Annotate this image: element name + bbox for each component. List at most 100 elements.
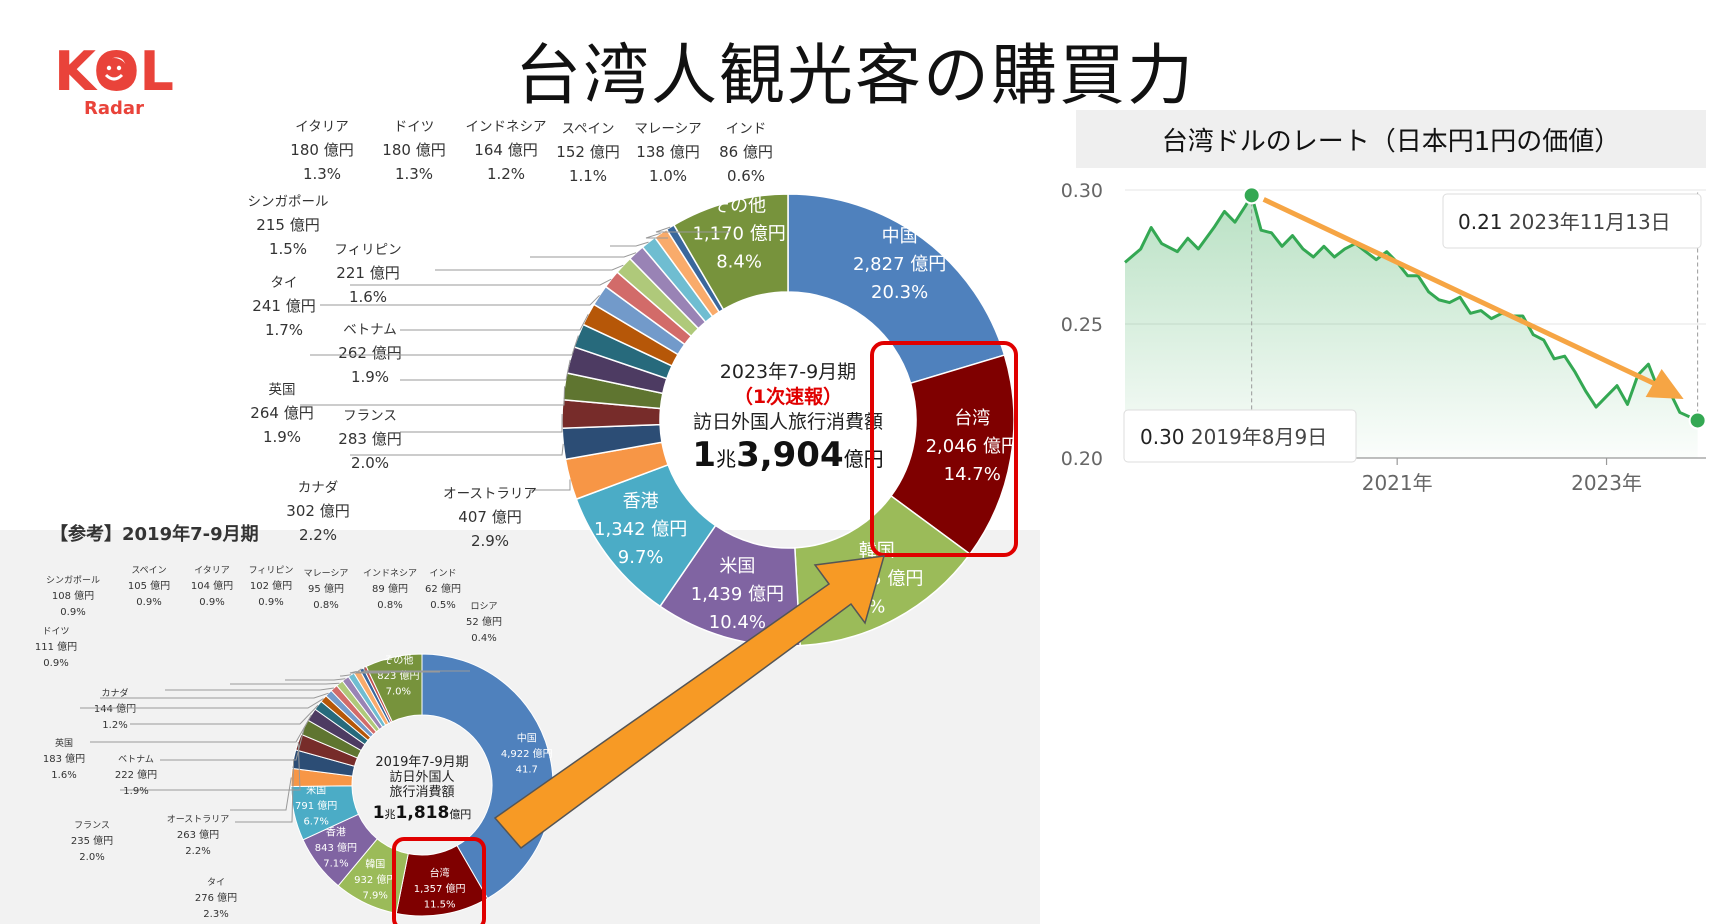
slice-amount-label: 262 億円 xyxy=(338,344,401,362)
slice-amount-label: 180 億円 xyxy=(382,141,445,159)
slice-amount-label: 164 億円 xyxy=(474,141,537,159)
slice-amount-label: 1,439 億円 xyxy=(691,584,784,605)
slice-name-label: 台湾 xyxy=(430,867,450,880)
slice-amount-label: 86 億円 xyxy=(719,143,773,161)
center-label: 訪日外国人旅行消費額 xyxy=(693,411,883,433)
leader-line xyxy=(165,687,334,691)
slice-pct-label: 1.9% xyxy=(263,428,301,446)
slice-amount-label: 407 億円 xyxy=(458,508,521,526)
slice-pct-label: 0.4% xyxy=(471,633,496,644)
slice-pct-label: 0.8% xyxy=(377,600,402,611)
slice-pct-label: 0.6% xyxy=(727,167,765,185)
slice-pct-label: 6.7% xyxy=(303,816,328,827)
slice-name-label: 中国 xyxy=(517,731,537,744)
slice-pct-label: 1.6% xyxy=(349,288,387,306)
slice-amount-label: 183 億円 xyxy=(43,752,85,765)
y-tick-label: 0.25 xyxy=(1061,314,1103,336)
slice-pct-label: 7.1% xyxy=(323,859,348,870)
slice-amount-label: 62 億円 xyxy=(425,582,461,595)
slice-name-label: インド xyxy=(429,569,456,579)
slice-amount-label: 222 億円 xyxy=(115,768,157,781)
leader-line xyxy=(230,682,340,685)
slice-name-label: フランス xyxy=(343,408,397,424)
leader-line xyxy=(340,674,352,677)
slice-name-label: タイ xyxy=(271,275,298,291)
ref-center-label2: 旅行消費額 xyxy=(389,785,454,800)
slice-amount-label: 89 億円 xyxy=(372,582,408,595)
slice-pct-label: 7.0% xyxy=(386,687,411,698)
leader-line xyxy=(100,692,329,699)
leader-line xyxy=(400,359,571,381)
leader-line xyxy=(80,698,324,709)
slice-name-label: スペイン xyxy=(561,121,614,137)
slice-name-label: カナダ xyxy=(298,480,339,496)
slice-name-label: フィリピン xyxy=(249,565,294,576)
slice-pct-label: 1.2% xyxy=(487,165,525,183)
leader-line xyxy=(350,443,564,456)
leader-line xyxy=(130,704,319,725)
donut-chart-2019: 中国 4,922 億円 41.7 台湾 1,357 億円 11.5% 韓国 932 億円 7.9… xyxy=(35,565,554,920)
slice-name-label: ドイツ xyxy=(42,627,69,637)
ref-center-total: 1兆1,818億円 xyxy=(373,803,472,823)
center-period: 2023年7-9月期 xyxy=(720,361,856,383)
slice-pct-label: 1.7% xyxy=(265,321,303,339)
leader-line xyxy=(645,232,668,239)
y-tick-label: 0.30 xyxy=(1061,180,1103,202)
slice-pct-label: 1.0% xyxy=(649,167,687,185)
logo-subtext: Radar xyxy=(84,98,144,118)
rate-line xyxy=(1124,193,1699,422)
slice-name-label: インドネシア xyxy=(466,119,547,135)
slice-pct-label: 2.2% xyxy=(185,846,210,857)
slice-pct-label: 7.9% xyxy=(363,890,388,901)
slice-pct-label: 1.2% xyxy=(102,720,127,731)
leader-line xyxy=(230,777,292,811)
slide-title: 台湾人観光客の購買力 xyxy=(515,37,1195,114)
leader-line xyxy=(530,479,571,491)
slice-amount-label: 215 億円 xyxy=(256,216,319,234)
slice-pct-label: 0.8% xyxy=(313,600,338,611)
slice-pct-label: 2.9% xyxy=(471,532,509,550)
slice-amount-label: 138 億円 xyxy=(636,143,699,161)
donut-2019-center: 2019年7-9月期 訪日外国人 旅行消費額 1兆1,818億円 xyxy=(373,755,472,823)
slice-pct-label: % xyxy=(868,596,885,617)
leader-line xyxy=(320,294,600,306)
slice-pct-label: 8.4% xyxy=(716,251,762,272)
annotation-text: 0.21 2023年11月13日 xyxy=(1458,210,1671,234)
slice-name-label: マレーシア xyxy=(304,569,349,579)
leader-line xyxy=(90,714,312,743)
slice-pct-label: 1.9% xyxy=(351,368,389,386)
slice-amount-label: 932 億円 xyxy=(354,873,396,886)
slice-pct-label: 14.7% xyxy=(944,464,1001,485)
rate-chart-title: 台湾ドルのレート（日本円1円の価値） xyxy=(1076,110,1706,168)
highlight-box-2023-taiwan xyxy=(870,341,1018,557)
slice-name-label: 英国 xyxy=(269,381,296,398)
slice-pct-label: 1.1% xyxy=(569,167,607,185)
slice-amount-label: 52 億円 xyxy=(466,615,502,628)
leader-line xyxy=(349,670,390,674)
leader-line xyxy=(285,678,346,681)
growth-arrow xyxy=(493,555,886,850)
slice-pct-label: 2.3% xyxy=(203,909,228,920)
slice-name-label: シンガポール xyxy=(248,194,329,210)
slice-name-label: その他 xyxy=(383,654,413,667)
slice-amount-label: 1,342 億円 xyxy=(594,519,687,540)
slice-pct-label: 1.3% xyxy=(395,165,433,183)
leader-line xyxy=(300,386,566,406)
slice-amount-label: 102 億円 xyxy=(250,579,292,592)
annotation-box xyxy=(1442,193,1702,249)
leader-line xyxy=(120,742,301,791)
slice-pct-label: 0.9% xyxy=(199,597,224,608)
slice-amount-label: 152 億円 xyxy=(556,143,619,161)
slice-name-label: ベトナム xyxy=(343,322,397,338)
kol-radar-logo: KOL Radar xyxy=(54,40,174,118)
slice-name-label: スペイン xyxy=(131,566,166,576)
slice-name-label: ロシア xyxy=(470,602,497,612)
slice-amount-label: 1,357 億円 xyxy=(414,882,466,895)
slice-name-label: イタリア xyxy=(194,565,230,576)
leader-line xyxy=(363,667,470,672)
slice-pct-label: 11.5% xyxy=(424,900,456,911)
slice-amount-label: 1,170 億円 xyxy=(692,224,785,245)
slice-pct-label: 2.2% xyxy=(299,526,337,544)
slice-pct-label: 1.5% xyxy=(269,240,307,258)
